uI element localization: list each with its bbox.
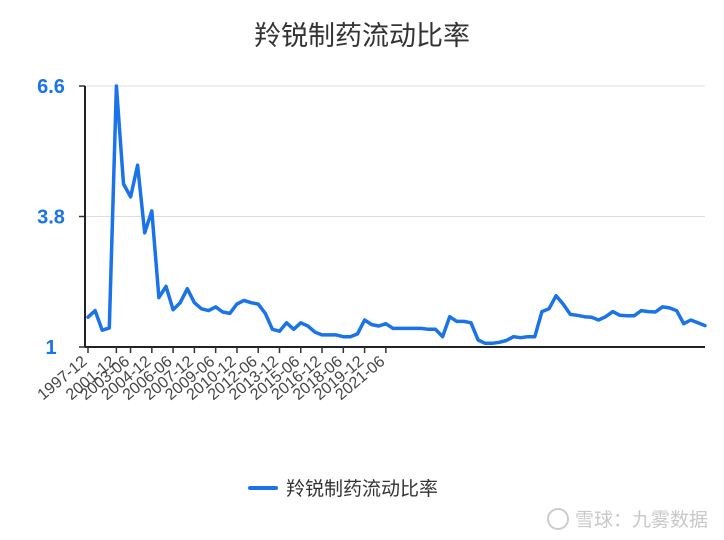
legend-label: 羚锐制药流动比率 (286, 478, 439, 500)
snowball-logo-icon (546, 507, 569, 530)
legend-swatch (248, 485, 278, 490)
watermark-text: 雪球：九雾数据 (574, 509, 708, 531)
y-tick-label: 3.8 (37, 207, 65, 229)
legend: 羚锐制药流动比率 (248, 474, 438, 501)
y-tick-label: 6.6 (37, 76, 65, 98)
grid-lines (85, 85, 705, 217)
chart-title: 羚锐制药流动比率 (254, 21, 470, 52)
series-lines (86, 84, 707, 346)
watermark: 雪球：九雾数据 (546, 505, 708, 532)
y-axis-ticks: 1 3.8 6.6 (37, 76, 85, 359)
series-line (86, 84, 707, 346)
y-tick-label: 1 (45, 337, 56, 359)
x-axis: 1997-122001-122003-062004-122006-062007-… (35, 86, 705, 404)
